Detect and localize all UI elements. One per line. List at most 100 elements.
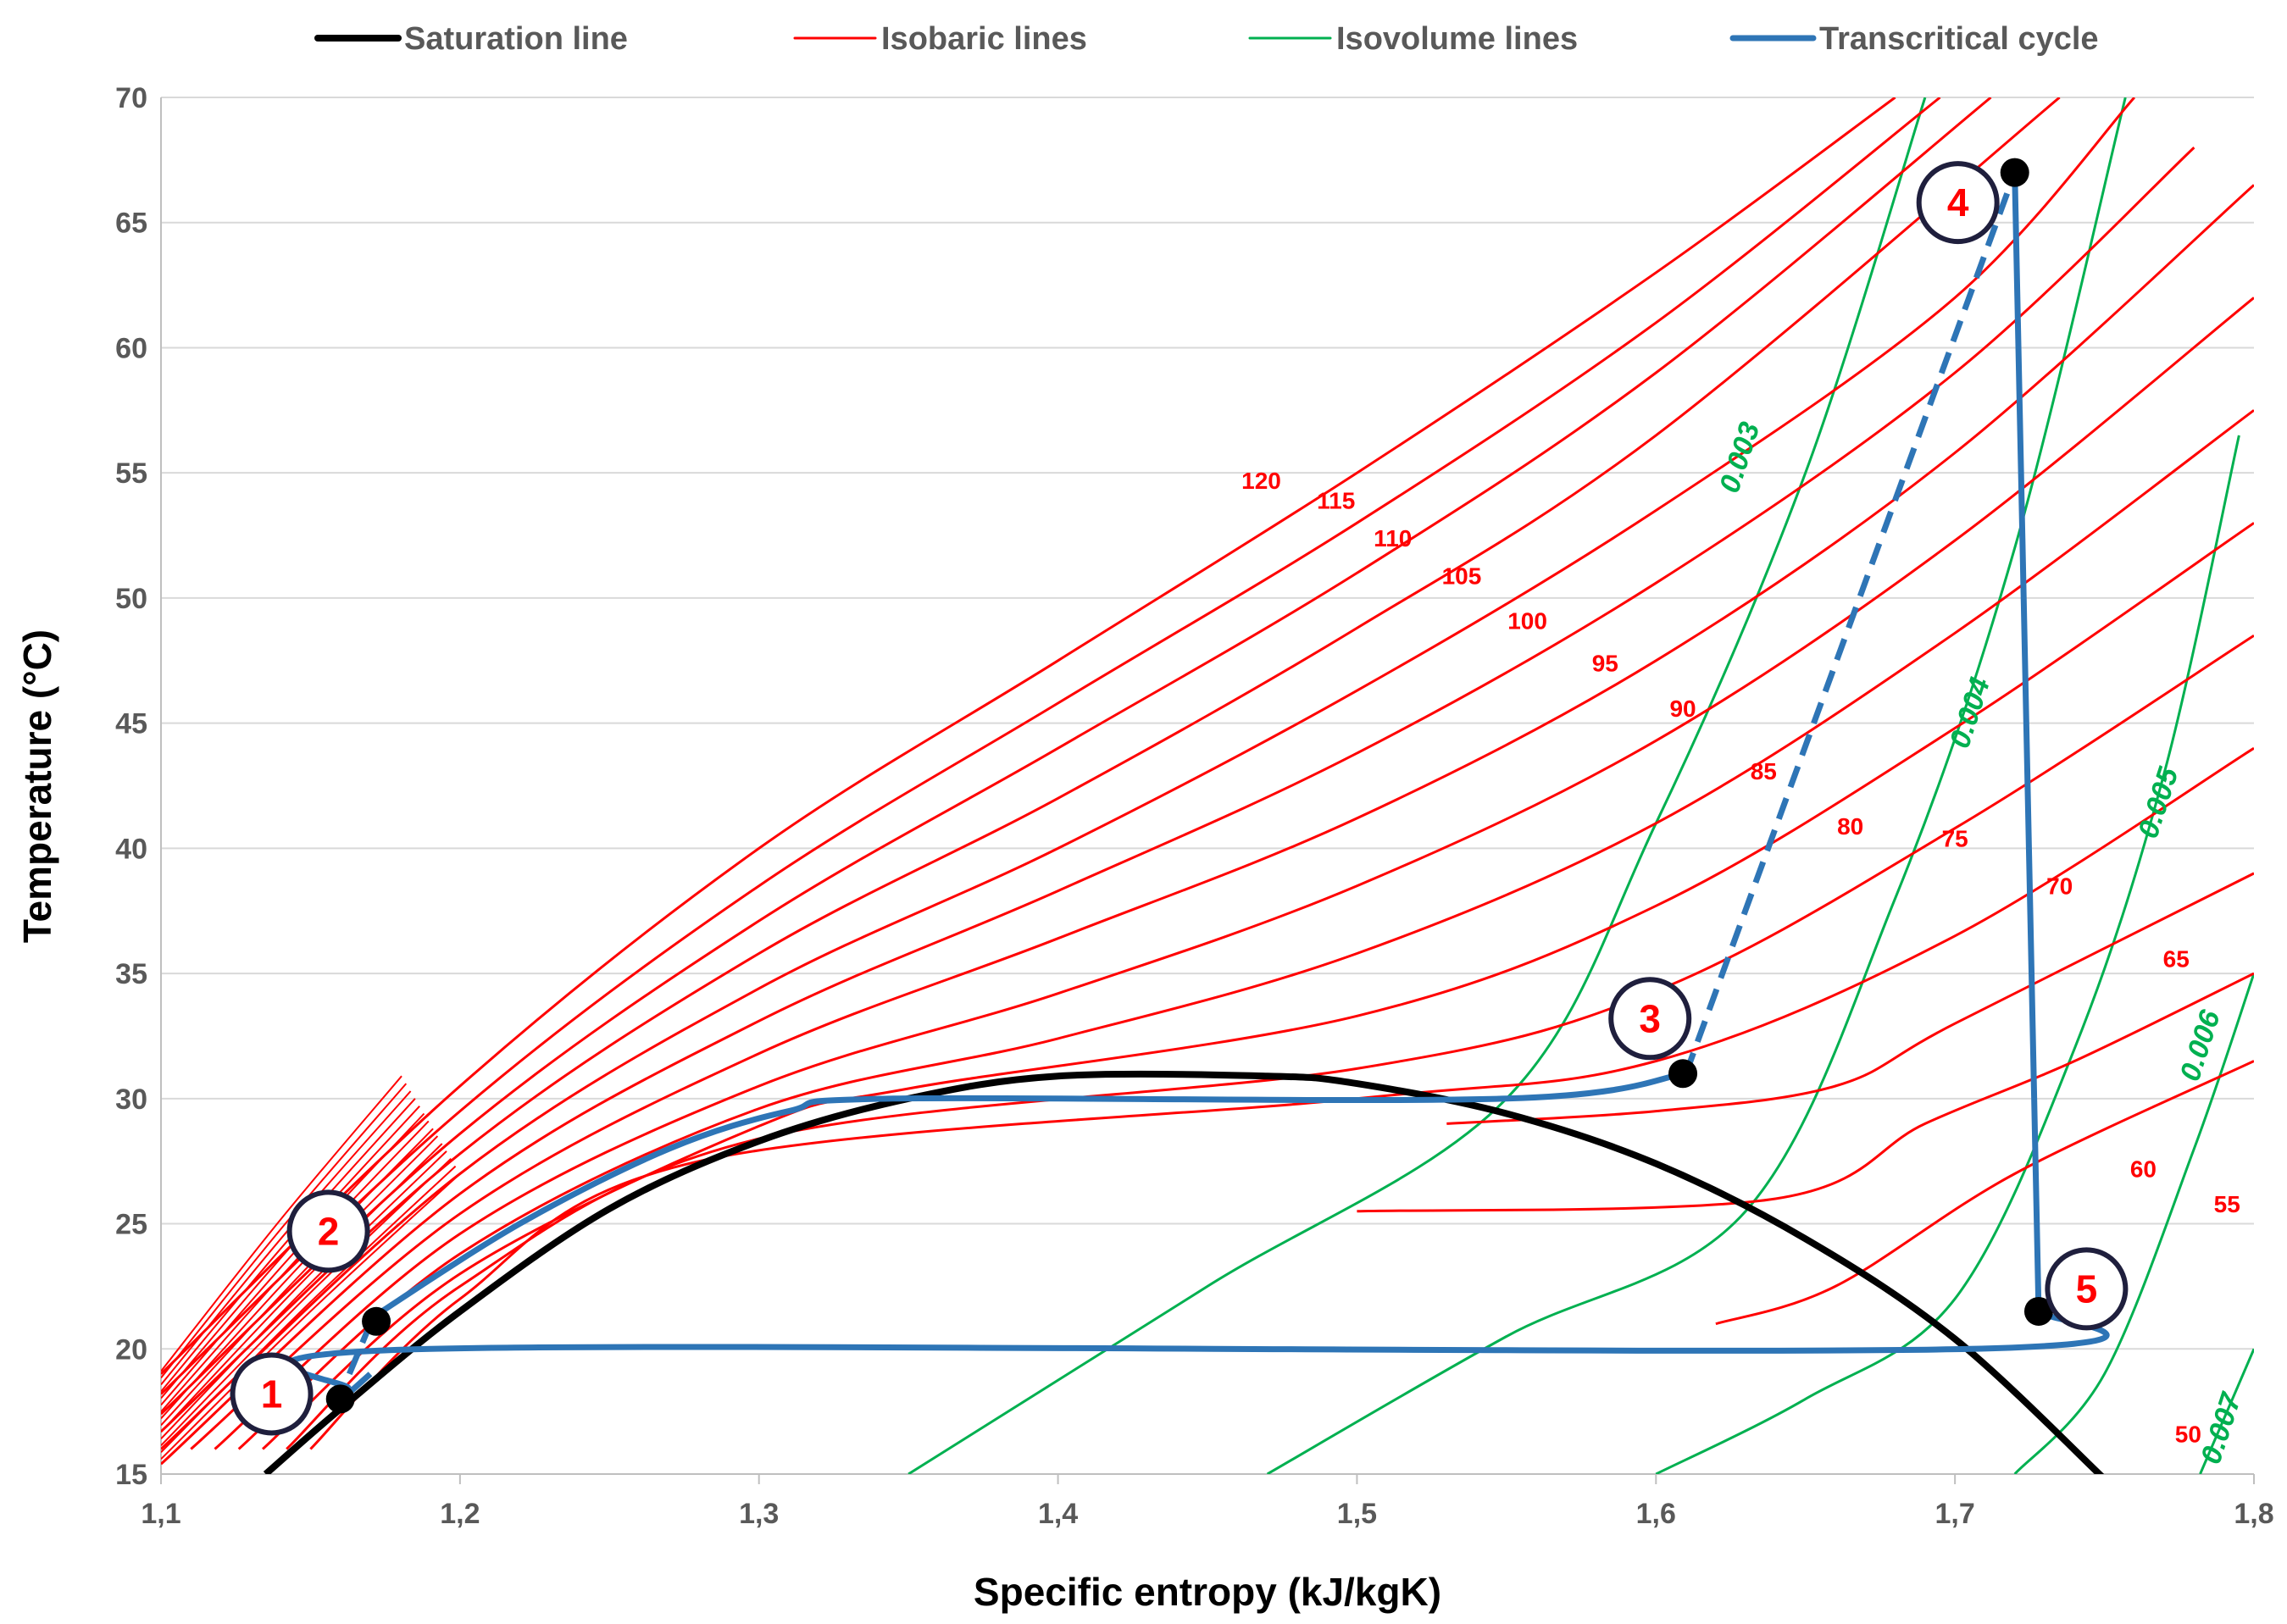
isovolume-label: 0.006 xyxy=(2173,1006,2227,1085)
isobaric-line-minor xyxy=(161,1135,439,1427)
state-badge-2 xyxy=(286,1189,370,1273)
isobar-label: 80 xyxy=(1837,813,1863,840)
isobar-label: 120 xyxy=(1241,468,1281,494)
cycle-segment-solid xyxy=(2012,172,2042,1312)
isovolume-label: 0.004 xyxy=(1944,673,1996,752)
isobar-label: 65 xyxy=(2163,945,2190,972)
state-badge-5 xyxy=(2045,1247,2129,1331)
x-tick-label: 1,5 xyxy=(1337,1498,1377,1530)
axes xyxy=(160,97,2255,1484)
isobaric-line-minor xyxy=(161,1120,430,1413)
isobaric-line-minor xyxy=(161,1090,412,1386)
isobaric-line xyxy=(262,522,2254,1450)
state-number-5: 5 xyxy=(2076,1266,2098,1311)
tick-labels: 1,1 1,2 1,3 1,4 1,5 1,6 1,7 1,81520253035404550… xyxy=(115,82,2273,1530)
isobaric-line-minor xyxy=(161,1157,452,1446)
y-tick-label: 15 xyxy=(115,1459,147,1491)
isobaric-line xyxy=(214,297,2254,1450)
x-tick-label: 1,7 xyxy=(1935,1498,1975,1530)
x-tick-label: 1,2 xyxy=(440,1498,480,1530)
isobaric-line-minor xyxy=(161,1150,447,1439)
plot-area xyxy=(161,97,2254,1474)
transcritical-cycle xyxy=(285,171,2110,1397)
legend-label: Isobaric lines xyxy=(881,21,1087,57)
y-tick-label: 35 xyxy=(115,958,147,990)
legend-entry: Transcritical cycle xyxy=(1729,21,2099,57)
cycle-points: 1 2 3 4 5 xyxy=(230,158,2129,1436)
state-badge-1 xyxy=(230,1352,314,1436)
saturation-line-group xyxy=(263,1070,2105,1474)
state-badge-4 xyxy=(1916,161,2000,245)
y-tick-label: 30 xyxy=(115,1084,147,1116)
legend-entry: Saturation line xyxy=(314,21,628,57)
legend-label: Saturation line xyxy=(404,21,628,57)
saturation-line xyxy=(263,1070,2105,1474)
y-tick-label: 60 xyxy=(115,332,147,364)
isobaric-line-minor xyxy=(161,1143,443,1433)
isobaric-lines xyxy=(161,97,2254,1466)
legend-entry: Isovolume lines xyxy=(1248,21,1578,57)
isovolume-label: 0.007 xyxy=(2195,1388,2248,1468)
isovolume-line xyxy=(1266,97,2127,1474)
state-point-5 xyxy=(2023,1296,2053,1326)
isobar-label: 55 xyxy=(2214,1191,2240,1217)
state-point-4 xyxy=(2000,158,2029,187)
isobaric-line-minor xyxy=(161,1083,408,1379)
isobaric-line xyxy=(161,97,1941,1395)
isobar-label: 105 xyxy=(1442,563,1482,589)
state-point-2 xyxy=(362,1306,391,1336)
isobaric-line xyxy=(190,184,2254,1450)
cycle-segment-solid xyxy=(285,1308,2110,1392)
x-axis-title: Specific entropy (kJ/kgK) xyxy=(974,1570,1441,1614)
isobaric-line-minor xyxy=(161,1106,420,1400)
isobaric-line xyxy=(161,97,1992,1416)
isobaric-line xyxy=(1446,872,2254,1125)
isovolume-line xyxy=(908,97,1927,1474)
isobar-label: 60 xyxy=(2130,1156,2157,1183)
state-number-3: 3 xyxy=(1639,996,1661,1040)
isobaric-line-minor xyxy=(161,1172,461,1460)
isobar-label: 85 xyxy=(1751,758,1777,784)
isobaric-line xyxy=(161,97,2136,1450)
isobaric-line-minor xyxy=(161,1075,402,1372)
x-tick-label: 1,6 xyxy=(1636,1498,1676,1530)
isovolume-line xyxy=(2199,1348,2254,1474)
cycle-segment-solid xyxy=(369,1070,1687,1322)
y-tick-label: 20 xyxy=(115,1333,147,1366)
state-badge-3 xyxy=(1608,977,1692,1061)
isobaric-line xyxy=(161,147,2195,1466)
x-tick-label: 1,8 xyxy=(2234,1498,2273,1530)
y-tick-label: 25 xyxy=(115,1209,147,1241)
y-tick-label: 65 xyxy=(115,208,147,240)
x-tick-label: 1,3 xyxy=(739,1498,779,1530)
x-tick-label: 1,1 xyxy=(141,1498,180,1530)
isovolume-label: 0.003 xyxy=(1713,418,1766,497)
isobar-label: 75 xyxy=(1942,826,1968,852)
isobaric-line xyxy=(237,409,2254,1450)
y-tick-label: 40 xyxy=(115,833,147,865)
legend-entry: Isobaric lines xyxy=(793,21,1087,57)
state-point-3 xyxy=(1668,1059,1698,1089)
legend-label: Transcritical cycle xyxy=(1819,21,2099,57)
state-point-1 xyxy=(325,1384,355,1414)
isobar-label: 90 xyxy=(1669,696,1696,722)
y-axis-title: Temperature (°C) xyxy=(15,629,59,943)
isovolume-label: 0.005 xyxy=(2132,762,2185,842)
y-tick-label: 45 xyxy=(115,708,147,740)
isobar-label: 115 xyxy=(1317,488,1355,514)
isobaric-line xyxy=(161,97,1896,1375)
state-number-1: 1 xyxy=(261,1372,283,1416)
isobaric-line xyxy=(161,97,2061,1433)
isobar-label: 50 xyxy=(2175,1422,2201,1448)
cycle-segment-dashed xyxy=(1683,171,2018,1075)
isobaric-line-minor xyxy=(161,1165,457,1454)
isobar-label: 70 xyxy=(2046,873,2073,900)
y-tick-label: 50 xyxy=(115,583,147,615)
isovolume-lines xyxy=(908,97,2254,1474)
isobaric-line-minor xyxy=(161,1112,425,1406)
x-tick-label: 1,4 xyxy=(1038,1498,1078,1530)
isobaric-line xyxy=(1715,1060,2254,1326)
state-number-2: 2 xyxy=(318,1209,340,1253)
legend-label: Isovolume lines xyxy=(1336,21,1578,57)
